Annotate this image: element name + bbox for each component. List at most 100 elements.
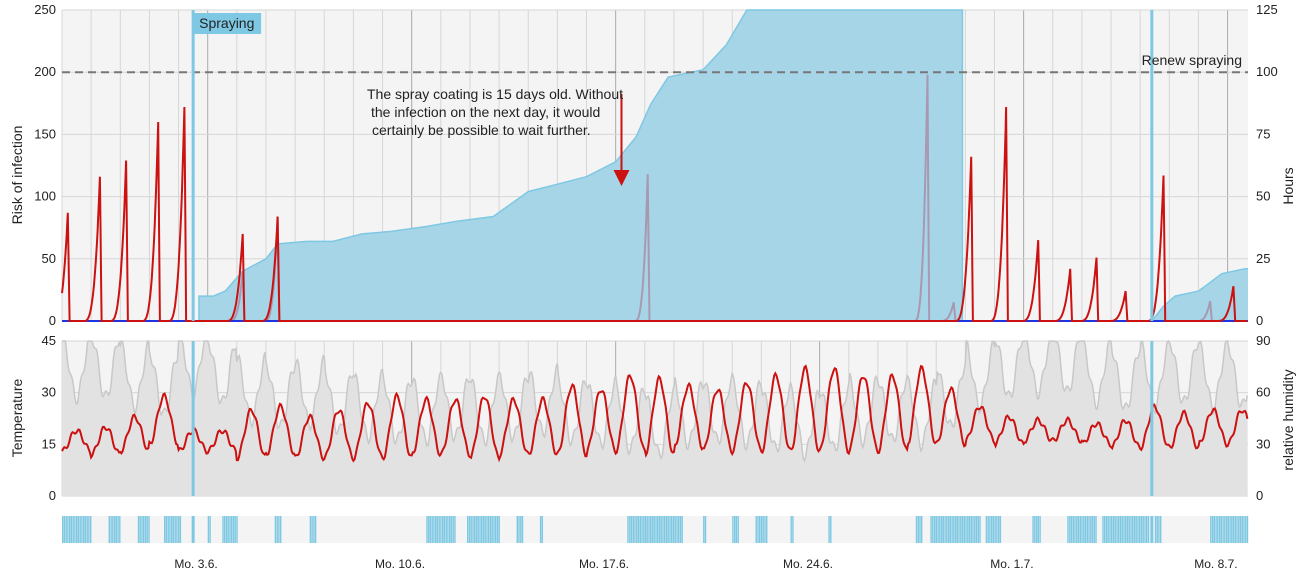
leaf-wetness-bar — [940, 516, 943, 543]
risk-y-tick-label: 200 — [34, 64, 56, 79]
leaf-wetness-bar — [760, 516, 763, 543]
leaf-wetness-bar — [435, 516, 437, 543]
spray-label-box — [194, 13, 262, 34]
leaf-wetness-bar — [440, 516, 442, 543]
renew-spraying-label: Renew spraying — [1142, 52, 1242, 68]
leaf-wetness-bar — [968, 516, 971, 543]
leaf-wetness-bar — [178, 516, 180, 543]
leaf-wetness-bar — [632, 516, 634, 543]
leaf-wetness-bar — [942, 516, 944, 543]
annotation-line-2: the infection on the next day, it would — [371, 104, 600, 120]
leaf-wetness-bar — [428, 516, 430, 543]
leaf-wetness-bar — [1034, 516, 1036, 543]
leaf-wetness-bar — [828, 516, 830, 543]
risk-axis-title: Risk of infection — [9, 126, 25, 225]
leaf-wetness-bar — [119, 516, 121, 543]
leaf-wetness-bar — [1067, 516, 1069, 543]
leaf-wetness-bar — [482, 516, 485, 543]
leaf-wetness-bar — [495, 516, 497, 543]
leaf-wetness-bar — [518, 516, 520, 543]
leaf-wetness-bar — [431, 516, 433, 543]
hours-y-tick-label: 0 — [1256, 313, 1263, 328]
leaf-wetness-bar — [664, 516, 666, 543]
leaf-wetness-bar — [110, 516, 112, 543]
leaf-wetness-bar — [117, 516, 119, 543]
leaf-wetness-bar — [991, 516, 993, 543]
leaf-wetness-bar — [224, 516, 226, 543]
leaf-wetness-bar — [646, 516, 648, 543]
humidity-y-tick-label: 60 — [1256, 385, 1270, 400]
leaf-wetness-bar — [985, 516, 988, 543]
spray-label: Spraying — [199, 15, 254, 31]
leaf-wetness-bar — [932, 516, 934, 543]
humidity-y-tick-label: 30 — [1256, 436, 1270, 451]
leaf-wetness-bar — [231, 516, 233, 543]
x-tick-label: Mo. 1.7. — [990, 557, 1033, 571]
leaf-wetness-bar — [655, 516, 657, 543]
leaf-wetness-bar — [521, 516, 524, 543]
risk-y-tick-label: 0 — [49, 313, 56, 328]
leaf-wetness-bar — [493, 516, 495, 543]
leaf-wetness-bar — [1241, 516, 1243, 543]
leaf-wetness-bar — [641, 516, 643, 543]
leaf-wetness-bar — [516, 516, 518, 543]
hours-y-tick-label: 125 — [1256, 2, 1278, 17]
leaf-wetness-bar — [681, 516, 683, 543]
leaf-wetness-bar — [1222, 516, 1224, 543]
x-tick-label: Mo. 24.6. — [783, 557, 833, 571]
infection-risk-line — [61, 106, 1248, 322]
leaf-wetness-bar — [921, 516, 923, 543]
leaf-wetness-bar — [1128, 516, 1130, 543]
leaf-wetness-bar — [479, 516, 481, 543]
leaf-wetness-bar — [1236, 516, 1238, 543]
leaf-wetness-bar — [946, 516, 948, 543]
leaf-wetness-bar — [672, 516, 675, 543]
humidity-line — [62, 339, 1249, 463]
leaf-wetness-bar — [1213, 516, 1215, 543]
leaf-wetness-bar — [1105, 516, 1108, 543]
leaf-wetness-bar — [790, 516, 792, 543]
leaf-wetness-bar — [634, 516, 636, 543]
leaf-wetness-bar — [74, 516, 76, 543]
leaf-wetness-bar — [63, 516, 66, 543]
leaf-wetness-bar — [1217, 516, 1219, 543]
risk-y-tick-label: 50 — [42, 251, 56, 266]
leaf-wetness-bar — [653, 516, 655, 543]
leaf-wetness-bar — [174, 516, 176, 543]
leaf-wetness-bar — [1123, 516, 1125, 543]
hours-y-tick-label: 50 — [1256, 189, 1270, 204]
leaf-wetness-bar — [679, 516, 682, 543]
leaf-wetness-bar — [539, 516, 542, 543]
leaf-wetness-bar — [1147, 516, 1150, 543]
leaf-wetness-bar — [1077, 516, 1080, 543]
leaf-wetness-bar — [662, 516, 664, 543]
leaf-wetness-bar — [520, 516, 522, 543]
leaf-wetness-bar — [314, 516, 317, 543]
leaf-wetness-bar — [636, 516, 638, 543]
leaf-wetness-bar — [1118, 516, 1120, 543]
leaf-wetness-bar — [1102, 516, 1104, 543]
leaf-wetness-bar — [994, 516, 996, 543]
leaf-wetness-bar — [179, 516, 182, 543]
leaf-wetness-bar — [470, 516, 472, 543]
leaf-wetness-bar — [650, 516, 652, 543]
leaf-wetness-bar — [660, 516, 662, 543]
leaf-wetness-bar — [1079, 516, 1081, 543]
leaf-wetness-bar — [172, 516, 175, 543]
leaf-wetness-bar — [919, 516, 921, 543]
leaf-wetness-bar — [1125, 516, 1127, 543]
leaf-wetness-bar — [541, 516, 543, 543]
leaf-wetness-bar — [278, 516, 280, 543]
leaf-wetness-bar — [1035, 516, 1038, 543]
leaf-wetness-bar — [644, 516, 647, 543]
leaf-wetness-bar — [1231, 516, 1233, 543]
leaf-wetness-bar — [678, 516, 680, 543]
leaf-wetness-bar — [974, 516, 976, 543]
x-tick-label: Mo. 3.6. — [174, 557, 217, 571]
leaf-wetness-bar — [951, 516, 953, 543]
leaf-wetness-bar — [1234, 516, 1236, 543]
leaf-wetness-bar — [967, 516, 969, 543]
leaf-wetness-bar — [657, 516, 659, 543]
leaf-wetness-bar — [1210, 516, 1212, 543]
temperature-y-tick-label: 30 — [42, 385, 56, 400]
